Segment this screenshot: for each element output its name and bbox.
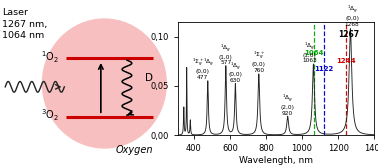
Text: Oxygen: Oxygen xyxy=(116,145,153,155)
Text: 1064: 1064 xyxy=(304,50,324,56)
Text: $^1\Delta_g$
(1,0)
1063: $^1\Delta_g$ (1,0) 1063 xyxy=(302,40,317,63)
Text: 1267: 1267 xyxy=(338,31,359,39)
Text: $^1\Delta_g$
(2,0)
920: $^1\Delta_g$ (2,0) 920 xyxy=(280,93,295,116)
Text: $^1\Delta_g$
(1,0)
577: $^1\Delta_g$ (1,0) 577 xyxy=(219,42,233,65)
Text: $^3$O$_2$: $^3$O$_2$ xyxy=(41,107,59,123)
Text: $^1\Sigma_g^+$$^1\!\Delta_g$
(0,0)
477: $^1\Sigma_g^+$$^1\!\Delta_g$ (0,0) 477 xyxy=(192,57,214,80)
Text: 1244: 1244 xyxy=(336,58,356,64)
Y-axis label: D: D xyxy=(145,73,153,84)
Text: 1122: 1122 xyxy=(314,66,334,72)
Text: $^1\Delta_g$
(0,0)
1268: $^1\Delta_g$ (0,0) 1268 xyxy=(345,4,359,27)
Ellipse shape xyxy=(42,18,167,149)
Text: $^1$O$_2$: $^1$O$_2$ xyxy=(41,49,59,65)
Text: Laser
1267 nm,
1064 nm: Laser 1267 nm, 1064 nm xyxy=(2,8,47,40)
X-axis label: Wavelength, nm: Wavelength, nm xyxy=(239,156,313,165)
Text: $^1\Delta_g$
(0,0)
630: $^1\Delta_g$ (0,0) 630 xyxy=(228,60,242,83)
Text: $^1\Sigma_g^+$
(0,0)
760: $^1\Sigma_g^+$ (0,0) 760 xyxy=(252,50,266,73)
